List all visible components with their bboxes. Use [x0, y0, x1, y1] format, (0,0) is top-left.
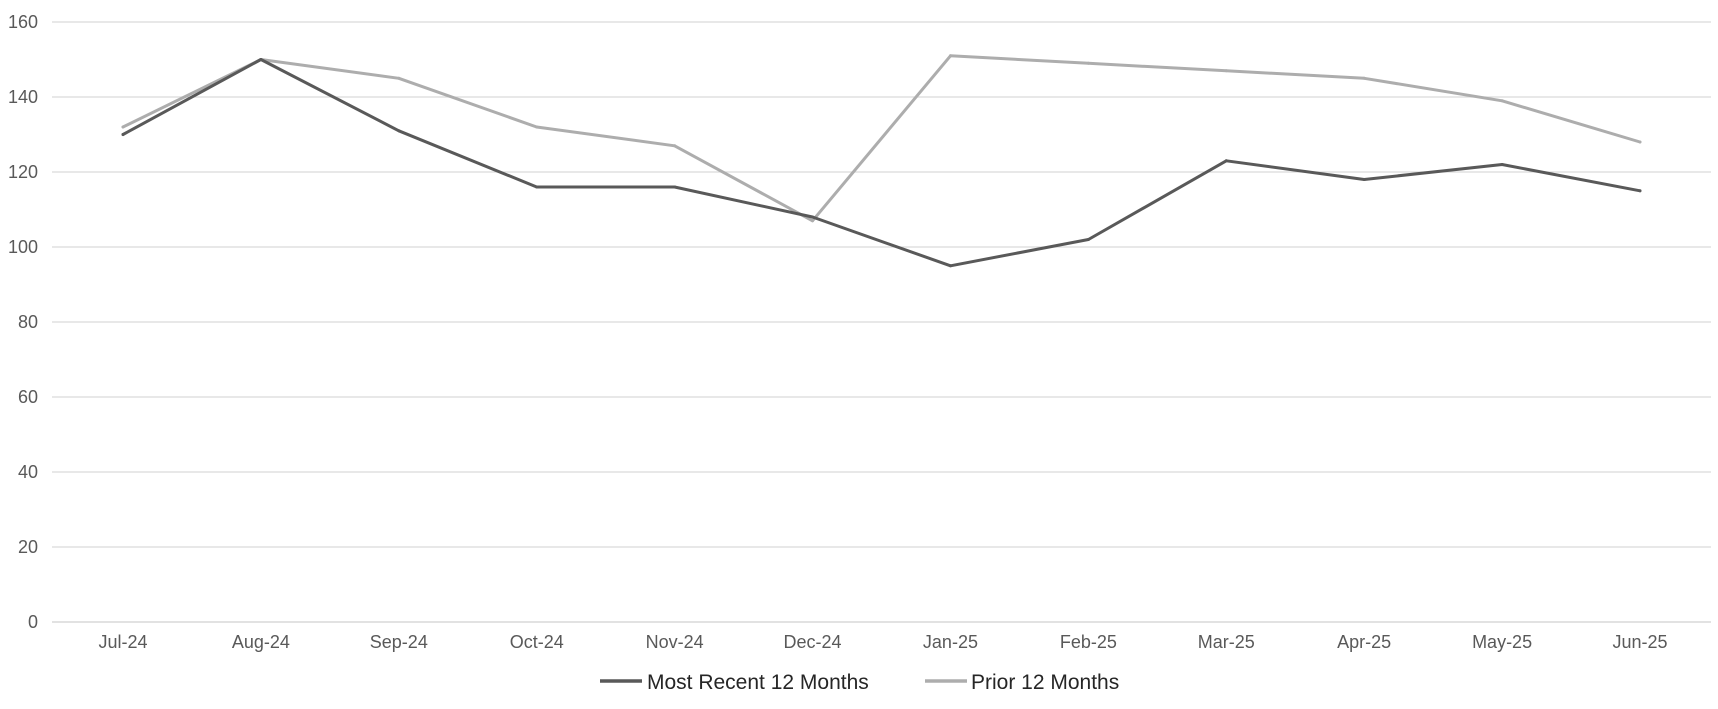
x-tick-label: Nov-24 — [646, 632, 704, 652]
data-point — [397, 129, 401, 133]
data-point — [1638, 140, 1642, 144]
data-point — [673, 144, 677, 148]
data-point — [811, 215, 815, 219]
x-axis-ticks: Jul-24 Aug-24 Sep-24 Oct-24 Nov-24 Dec-24 Jan-… — [98, 632, 1667, 652]
data-point — [535, 125, 539, 129]
data-point — [948, 264, 952, 268]
data-point — [673, 185, 677, 189]
x-tick-label: Sep-24 — [370, 632, 428, 652]
data-point — [259, 58, 263, 61]
data-point — [1224, 69, 1228, 73]
y-tick-label: 0 — [28, 612, 38, 632]
y-axis-ticks: 0 20 40 60 80 100 120 140 160 — [8, 12, 38, 632]
data-point — [1224, 159, 1228, 163]
x-tick-label: Jul-24 — [98, 632, 147, 652]
data-point — [1362, 178, 1366, 181]
x-tick-label: May-25 — [1472, 632, 1532, 652]
y-tick-label: 80 — [18, 312, 38, 332]
legend-label: Prior 12 Months — [971, 671, 1119, 694]
data-point — [1500, 163, 1504, 166]
data-point — [121, 133, 125, 136]
y-tick-label: 40 — [18, 462, 38, 482]
data-point — [1086, 61, 1090, 65]
x-tick-label: Dec-24 — [784, 632, 842, 652]
x-tick-label: Mar-25 — [1198, 632, 1255, 652]
data-point — [1500, 99, 1504, 103]
gridlines — [52, 21, 1711, 623]
legend: Most Recent 12 Months Prior 12 Months — [600, 671, 1119, 694]
data-point — [1362, 76, 1366, 80]
data-point — [397, 76, 401, 80]
y-tick-label: 20 — [18, 537, 38, 557]
x-tick-label: Jan-25 — [923, 632, 978, 652]
x-tick-label: Jun-25 — [1612, 632, 1667, 652]
y-tick-label: 140 — [8, 87, 38, 107]
data-point — [811, 219, 815, 223]
y-tick-label: 60 — [18, 387, 38, 407]
series-line-most-recent — [121, 58, 1642, 268]
data-point — [121, 125, 125, 129]
data-point — [1086, 238, 1090, 241]
x-tick-label: Aug-24 — [232, 632, 290, 652]
data-point — [948, 54, 952, 58]
series-line-prior — [121, 54, 1642, 223]
data-point — [535, 185, 539, 189]
x-tick-label: Feb-25 — [1060, 632, 1117, 652]
series-lines — [121, 54, 1642, 268]
y-tick-label: 120 — [8, 162, 38, 182]
x-tick-label: Oct-24 — [510, 632, 564, 652]
data-point — [1638, 189, 1642, 193]
legend-label: Most Recent 12 Months — [647, 671, 869, 694]
x-tick-label: Apr-25 — [1337, 632, 1391, 652]
y-tick-label: 160 — [8, 12, 38, 32]
y-tick-label: 100 — [8, 237, 38, 257]
